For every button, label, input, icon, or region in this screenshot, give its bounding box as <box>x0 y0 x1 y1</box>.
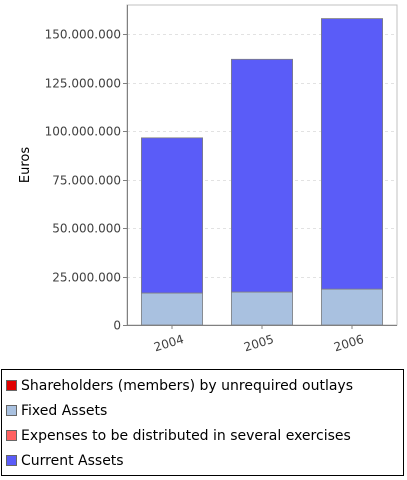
legend-item: Shareholders (members) by unrequired out… <box>6 373 399 398</box>
y-tick-label: 100.000.000 <box>45 125 121 139</box>
legend-item: Fixed Assets <box>6 398 399 423</box>
bar-2006-current-assets <box>320 18 383 290</box>
legend-swatch <box>6 455 17 466</box>
legend-label: Fixed Assets <box>21 402 108 419</box>
bar-chart: 0 25.000.000 50.000.000 75.000.000 100.000.0… <box>18 4 398 354</box>
legend-item: Expenses to be distributed in several ex… <box>6 423 399 448</box>
legend-label: Expenses to be distributed in several ex… <box>21 427 351 444</box>
legend-swatch <box>6 430 17 441</box>
y-tick-label: 75.000.000 <box>52 174 121 188</box>
bar-2004-fixed-assets <box>140 292 203 326</box>
x-tick-label: 2004 <box>152 332 185 354</box>
y-axis-title: Euros <box>18 147 33 183</box>
legend-label: Current Assets <box>21 452 124 469</box>
y-tick-label: 150.000.000 <box>45 28 121 42</box>
bar-2005-current-assets <box>230 58 293 293</box>
bars <box>140 18 383 326</box>
legend-label: Shareholders (members) by unrequired out… <box>21 377 353 394</box>
y-tick-label: 25.000.000 <box>52 271 121 285</box>
legend-swatch <box>6 405 17 416</box>
x-tick-label: 2005 <box>242 332 275 354</box>
legend-swatch <box>6 380 17 391</box>
x-tick-label: 2006 <box>332 332 365 354</box>
bar-2004-current-assets <box>140 137 203 294</box>
bar-2006-fixed-assets <box>320 288 383 326</box>
y-tick-label: 50.000.000 <box>52 222 121 236</box>
chart-legend: Shareholders (members) by unrequired out… <box>1 369 404 476</box>
y-tick-label: 125.000.000 <box>45 77 121 91</box>
y-tick-label: 0 <box>113 319 121 333</box>
bar-2005-fixed-assets <box>230 291 293 326</box>
legend-item: Current Assets <box>6 448 399 473</box>
